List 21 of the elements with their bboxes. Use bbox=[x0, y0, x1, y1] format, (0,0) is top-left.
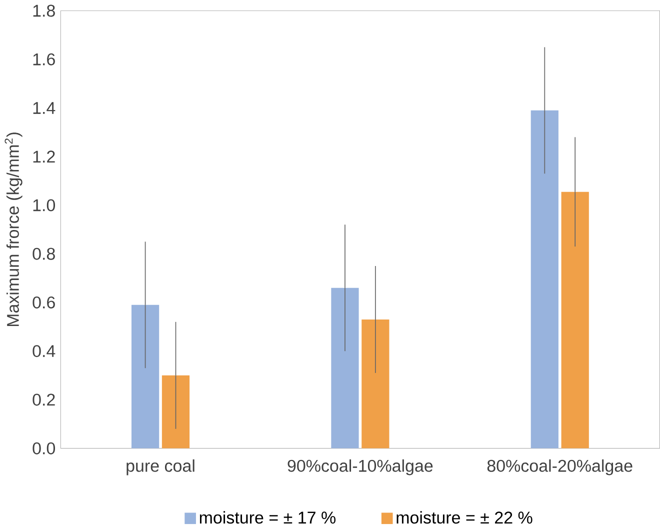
y-tick-label: 1.0 bbox=[33, 199, 56, 212]
y-axis-title: Maximum frorce (kg/mm$^{2}$) bbox=[4, 132, 22, 326]
y-tick-label: 1.4 bbox=[33, 102, 56, 114]
y-tick-label: 1.2 bbox=[33, 150, 55, 162]
y-tick-label: 0.6 bbox=[32, 296, 55, 308]
x-tick-label: 80%coal-20%algae bbox=[487, 459, 632, 476]
legend-label: moisture = ± 17 % bbox=[200, 511, 336, 524]
y-tick-label: 1.8 bbox=[33, 4, 55, 17]
y-tick-label: 0.8 bbox=[32, 248, 55, 260]
bar bbox=[362, 319, 390, 448]
x-tick-label: 90%coal-10%algae bbox=[288, 459, 433, 476]
y-tick-label: 1.6 bbox=[33, 53, 55, 66]
bar bbox=[331, 288, 359, 448]
bar bbox=[561, 192, 589, 448]
legend-label: moisture = ± 22 % bbox=[396, 511, 532, 524]
x-tick-label: pure coal bbox=[126, 459, 194, 476]
y-tick-label: 0.0 bbox=[32, 442, 56, 454]
y-tick-label: 0.4 bbox=[32, 344, 56, 357]
y-tick-label: 0.2 bbox=[32, 394, 55, 406]
bar bbox=[530, 110, 558, 448]
bar bbox=[131, 304, 160, 448]
